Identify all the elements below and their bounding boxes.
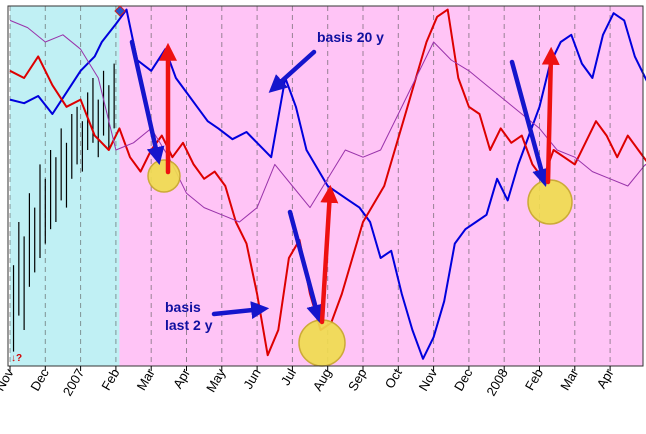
up-arrow-aug <box>319 184 339 325</box>
price-bars <box>12 63 115 352</box>
annotation-basis: basis <box>165 299 201 315</box>
down-arrow-feb <box>509 59 550 187</box>
down-arrow-mar <box>129 39 165 166</box>
chart-grid <box>9 6 611 366</box>
plot-border <box>7 5 644 367</box>
annotation-arrows <box>129 39 560 325</box>
up-arrow-feb <box>541 46 560 185</box>
chart-frame <box>7 5 644 367</box>
pointer-arrow-basis-last-2y <box>211 301 270 320</box>
series-line-blue <box>9 8 646 360</box>
annotation-last-2y: last 2 y <box>165 317 213 333</box>
corner-marker-text: ↓? <box>11 353 22 364</box>
highlight-markers <box>147 159 573 367</box>
history-region <box>10 6 120 366</box>
down-arrow-aug <box>287 209 324 323</box>
highlight-circle-feb <box>527 179 573 225</box>
region-divider-marker <box>114 5 126 17</box>
highlight-circle-aug <box>298 319 346 367</box>
series-line-purple <box>9 19 646 223</box>
annotation-basis-20y: basis 20 y <box>317 29 384 45</box>
x-tick-label-8: Jul <box>278 366 299 388</box>
highlight-circle-mar <box>147 159 181 193</box>
pointer-arrow-basis-20y <box>268 49 317 93</box>
